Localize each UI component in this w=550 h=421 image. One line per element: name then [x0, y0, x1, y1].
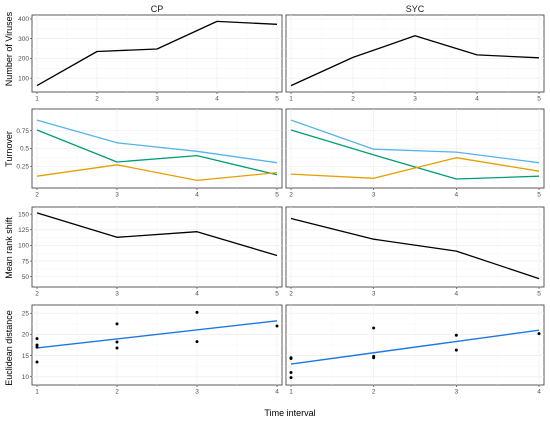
y-tick-label: 200 — [18, 56, 29, 63]
data-point — [35, 345, 39, 349]
x-tick-label: 4 — [195, 291, 199, 298]
x-tick-label: 5 — [537, 96, 541, 103]
ylabel-mean-rank-shift: Mean rank shift — [4, 217, 14, 279]
ylabel-number-of-viruses: Number of Viruses — [4, 11, 14, 86]
x-tick-label: 1 — [289, 389, 293, 396]
data-point — [195, 310, 199, 314]
series-line-1 — [36, 20, 278, 87]
trend-line — [290, 329, 540, 365]
data-point — [372, 356, 376, 360]
x-tick-label: 2 — [115, 389, 119, 396]
data-point — [115, 346, 119, 350]
y-tick-label: 150 — [18, 211, 29, 218]
series-line-1 — [36, 119, 278, 164]
x-tick-label: 3 — [455, 389, 459, 396]
x-tick-label: 3 — [372, 291, 376, 298]
data-point — [35, 360, 39, 364]
data-point — [289, 376, 293, 380]
strip-syc-bg — [286, 4, 544, 14]
x-tick-label: 2 — [289, 291, 293, 298]
x-tick-label: 3 — [195, 389, 199, 396]
panel-syc-2: 2 3 4 5 — [285, 108, 545, 199]
strip-cp-bg — [32, 4, 282, 14]
x-tick-label: 2 — [95, 96, 99, 103]
y-tick-label: 300 — [18, 36, 29, 43]
data-point — [372, 326, 376, 330]
y-tick-label: 75 — [22, 258, 30, 265]
series-line-2 — [36, 129, 278, 176]
panel-cp-4: 1 2 3 4 10 15 20 25 — [22, 304, 283, 396]
data-point — [275, 324, 279, 328]
panels-layer: 1 2 3 4 5 100 200 300 400 1 2 3 4 5 2 3 4 5 0.25 0.5 0.75 2 3 4… — [16, 14, 545, 396]
data-point — [454, 348, 458, 352]
data-point — [289, 371, 293, 375]
series-line-1 — [36, 212, 278, 257]
series-line-1 — [290, 119, 540, 164]
data-point — [35, 337, 39, 341]
data-point — [195, 340, 199, 344]
y-tick-label: 20 — [22, 332, 30, 339]
series-line-3 — [36, 164, 278, 182]
x-tick-label: 5 — [537, 192, 541, 199]
x-tick-label: 4 — [475, 96, 479, 103]
y-tick-label: 125 — [18, 227, 29, 234]
x-tick-label: 2 — [35, 192, 39, 199]
x-tick-label: 3 — [413, 96, 417, 103]
x-tick-label: 2 — [35, 291, 39, 298]
x-tick-label: 4 — [537, 389, 541, 396]
series-line-1 — [290, 35, 540, 87]
y-tick-label: 0.5 — [20, 146, 29, 153]
data-point — [115, 340, 119, 344]
strip-label-syc: SYC — [406, 4, 425, 14]
x-tick-label: 5 — [275, 96, 279, 103]
x-tick-label: 4 — [195, 192, 199, 199]
series-line-3 — [290, 157, 540, 179]
panel-syc-3: 2 3 4 5 — [285, 206, 545, 298]
x-tick-label: 2 — [289, 192, 293, 199]
x-tick-label: 5 — [275, 192, 279, 199]
x-tick-label: 5 — [537, 291, 541, 298]
series-line-2 — [290, 129, 540, 180]
y-tick-label: 15 — [22, 353, 30, 360]
y-tick-label: 400 — [18, 16, 29, 23]
x-tick-label: 3 — [372, 192, 376, 199]
x-tick-label: 1 — [35, 389, 39, 396]
data-point — [289, 357, 293, 361]
ylabel-turnover: Turnover — [4, 131, 14, 167]
x-tick-label: 4 — [455, 291, 459, 298]
trend-line — [36, 320, 278, 349]
y-tick-label: 100 — [18, 243, 29, 250]
y-tick-label: 50 — [22, 274, 30, 281]
x-tick-label: 4 — [455, 192, 459, 199]
strip-label-cp: CP — [151, 4, 164, 14]
x-tick-label: 4 — [215, 96, 219, 103]
x-tick-label: 3 — [155, 96, 159, 103]
ylabel-euclidean-distance: Euclidean distance — [4, 310, 14, 386]
panel-syc-4: 1 2 3 4 — [285, 304, 545, 396]
panel-cp-2: 2 3 4 5 0.25 0.5 0.75 — [16, 108, 283, 199]
y-tick-label: 10 — [22, 374, 30, 381]
data-point — [115, 322, 119, 326]
data-point — [35, 343, 39, 347]
x-tick-label: 1 — [35, 96, 39, 103]
data-point — [454, 333, 458, 337]
x-tick-label: 2 — [351, 96, 355, 103]
data-point — [537, 332, 541, 336]
x-tick-label: 1 — [289, 96, 293, 103]
panel-syc-1: 1 2 3 4 5 — [285, 14, 545, 103]
y-tick-label: 0.75 — [16, 128, 29, 135]
x-tick-label: 4 — [275, 389, 279, 396]
y-tick-label: 25 — [22, 310, 30, 317]
y-tick-label: 100 — [18, 75, 29, 82]
x-tick-label: 2 — [372, 389, 376, 396]
series-line-1 — [290, 217, 540, 280]
xlabel-time-interval: Time interval — [264, 408, 315, 418]
x-tick-label: 5 — [275, 291, 279, 298]
x-tick-label: 3 — [115, 291, 119, 298]
y-tick-label: 0.25 — [16, 163, 29, 170]
panel-cp-3: 2 3 4 5 50 75 100 125 150 — [18, 206, 283, 298]
x-tick-label: 3 — [115, 192, 119, 199]
panel-cp-1: 1 2 3 4 5 100 200 300 400 — [18, 14, 283, 103]
